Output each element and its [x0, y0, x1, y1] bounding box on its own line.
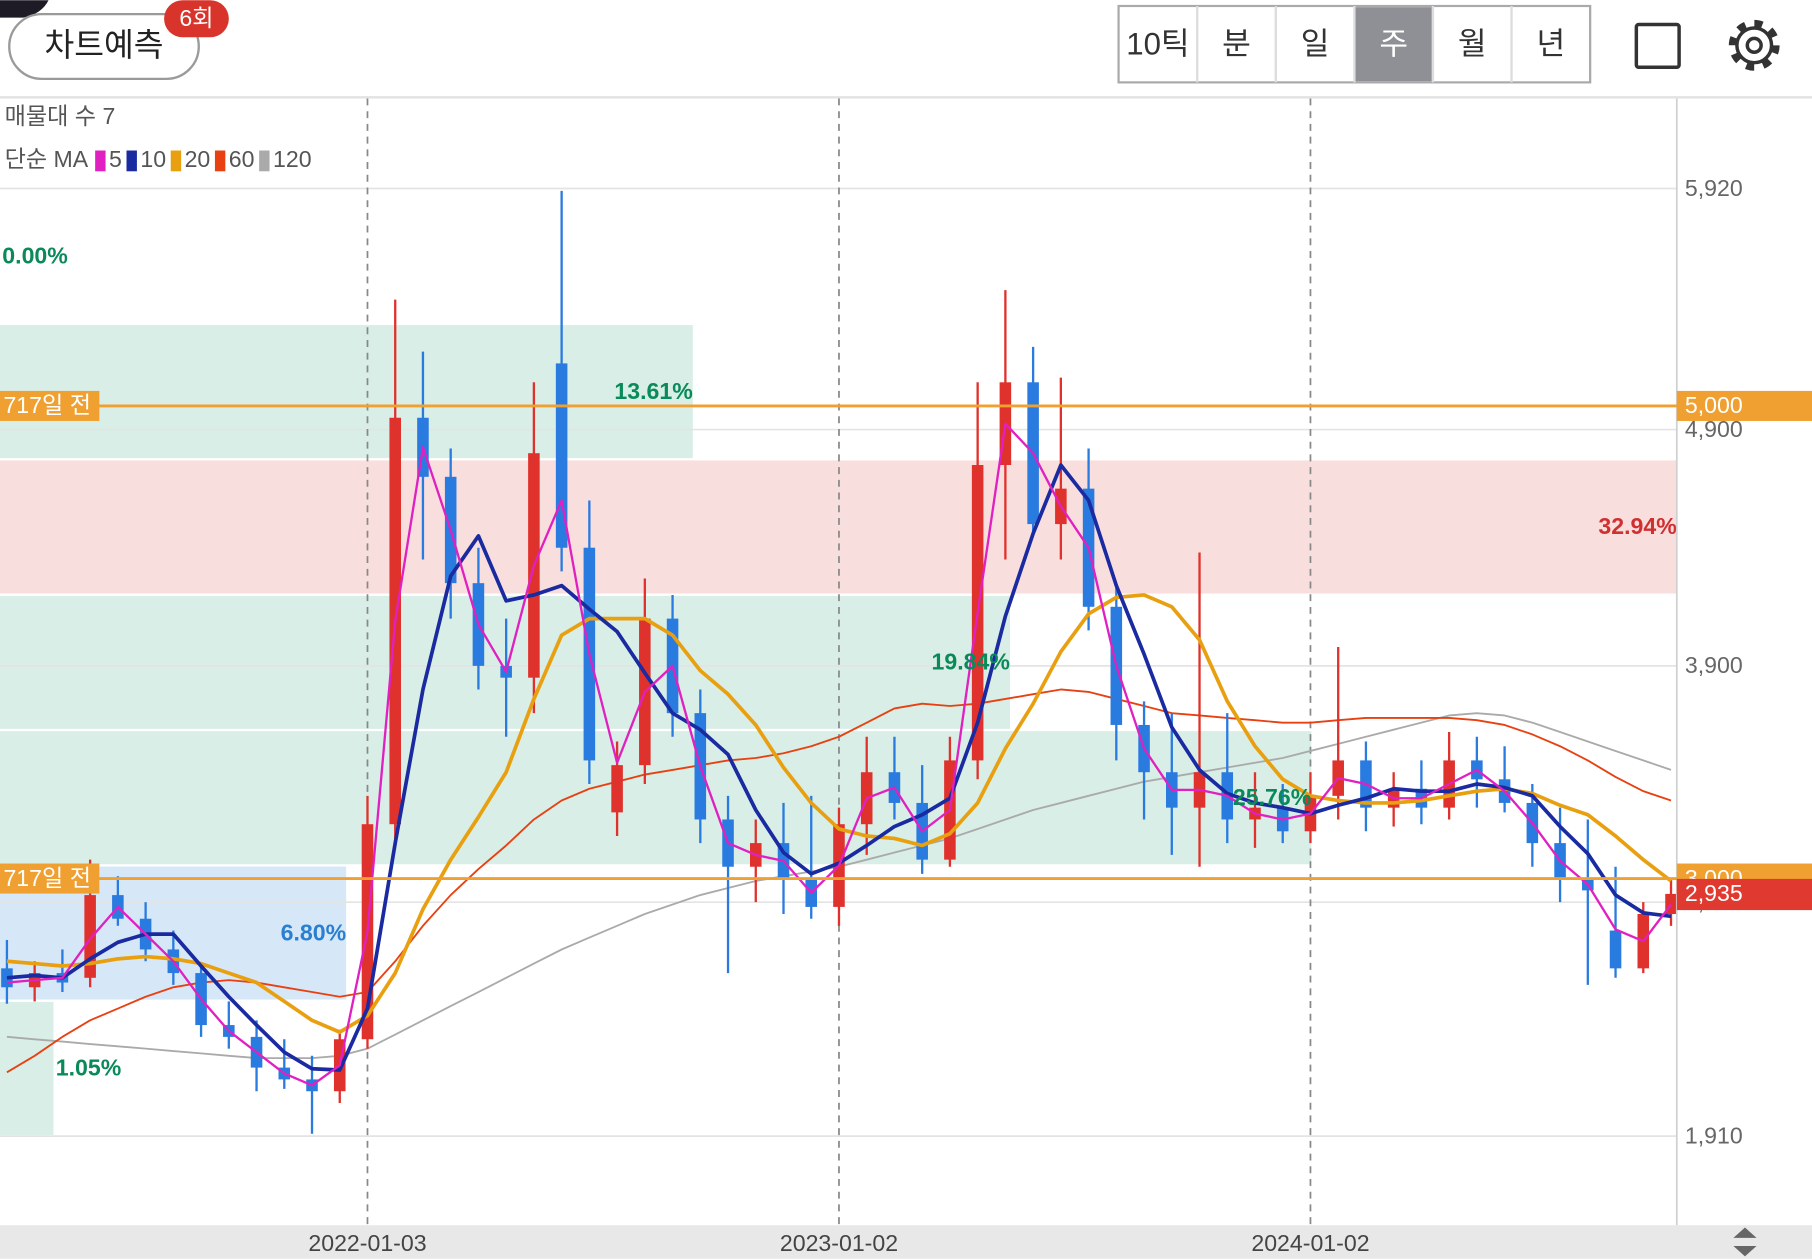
y-tick-label: 5,920 — [1685, 175, 1743, 201]
x-axis-bg — [0, 1225, 1812, 1259]
period-label[interactable]: 월 — [1458, 27, 1487, 62]
volume-band-label: 32.94% — [1598, 513, 1676, 539]
ma-line — [6, 593, 1673, 1034]
legend-title: 단순 MA — [5, 146, 89, 172]
volume-band-label: 0.00% — [2, 242, 68, 268]
y-tick-label: 1,910 — [1685, 1122, 1743, 1148]
candle-body — [611, 765, 623, 813]
volume-band — [0, 1001, 54, 1135]
candle-body — [555, 363, 568, 548]
y-tick-label: 3,900 — [1685, 652, 1743, 678]
period-button[interactable] — [1119, 7, 1197, 82]
volume-profile-label: 매물대 수 7 — [5, 103, 116, 129]
period-label[interactable]: 일 — [1301, 27, 1330, 62]
overlay: 매물대 수 7단순 MA51020601201,9102,9003,9004,9… — [0, 98, 1812, 1259]
price-line-note: 717일 전 — [3, 865, 91, 891]
legend-label: 60 — [229, 146, 255, 172]
current-price-bg — [1676, 878, 1812, 911]
ma-line — [6, 688, 1672, 1074]
volume-band — [0, 731, 1312, 865]
legend-label: 10 — [140, 146, 166, 172]
volume-band-label: 1.05% — [56, 1055, 122, 1081]
badge-label: 6회 — [179, 5, 213, 31]
x-tick-label: 2022-01-03 — [308, 1230, 426, 1256]
legend-label: 5 — [109, 146, 122, 172]
period-label[interactable]: 10틱 — [1126, 27, 1189, 62]
legend-swatch — [170, 150, 182, 172]
ma-line — [6, 422, 1672, 1087]
legend-swatch — [259, 150, 270, 172]
period-button[interactable] — [1198, 7, 1275, 82]
legend-swatch — [214, 150, 226, 172]
price-line-label: 5,000 — [1685, 392, 1743, 418]
volume-band-label: 19.84% — [932, 649, 1010, 675]
gear-teeth[interactable] — [1728, 19, 1780, 71]
volume-band — [0, 325, 693, 459]
candle-body — [1, 968, 13, 988]
scale-handle[interactable] — [1733, 1227, 1757, 1257]
price-line-note-bg — [0, 863, 100, 894]
volume-band — [0, 595, 1010, 729]
x-tick-label: 2023-01-02 — [780, 1230, 898, 1256]
period-button[interactable] — [1512, 7, 1589, 82]
gear-body[interactable] — [1735, 26, 1774, 65]
settings-button[interactable] — [1728, 19, 1780, 71]
plot-area: 1.05% 6.80% 25.76% 19.84% 32.94% 13.61% 0.00% — [0, 98, 1677, 1226]
price-line-note: 717일 전 — [3, 392, 91, 418]
period-button[interactable] — [1276, 7, 1354, 82]
badge — [164, 0, 229, 38]
corner-shape — [0, 0, 49, 18]
fullscreen-button[interactable] — [1634, 22, 1681, 70]
candle-body — [1609, 930, 1622, 969]
period-selector: 10틱 분 일 주 월 년 — [1117, 4, 1592, 84]
toolbar: 차트예측 6회 10틱 분 일 주 월 년 — [0, 0, 1812, 99]
volume-band-label: 25.76% — [1233, 784, 1311, 810]
gear-hole[interactable] — [1745, 36, 1763, 55]
price-line-note-bg — [0, 390, 100, 421]
volume-band-label: 6.80% — [281, 919, 347, 945]
period-button[interactable] — [1355, 7, 1432, 82]
period-label[interactable]: 년 — [1536, 27, 1565, 62]
x-tick-label: 2024-01-02 — [1251, 1230, 1369, 1256]
period-button[interactable] — [1434, 7, 1511, 82]
predict-button-label[interactable]: 차트예측 — [44, 27, 163, 63]
volume-band-label: 13.61% — [614, 378, 692, 404]
current-price-label: 2,935 — [1685, 880, 1743, 906]
candle-body — [84, 895, 96, 978]
axis-bg — [1676, 98, 1812, 1226]
period-label[interactable]: 주 — [1379, 27, 1408, 62]
legend-label: 120 — [273, 146, 312, 172]
legend-swatch — [126, 150, 137, 172]
legend-swatch — [95, 150, 106, 172]
period-label[interactable]: 분 — [1222, 27, 1251, 62]
price-line-label-bg — [1676, 390, 1812, 421]
predict-button[interactable] — [8, 12, 200, 81]
legend-label: 20 — [185, 146, 211, 172]
candle-body — [1665, 893, 1677, 914]
